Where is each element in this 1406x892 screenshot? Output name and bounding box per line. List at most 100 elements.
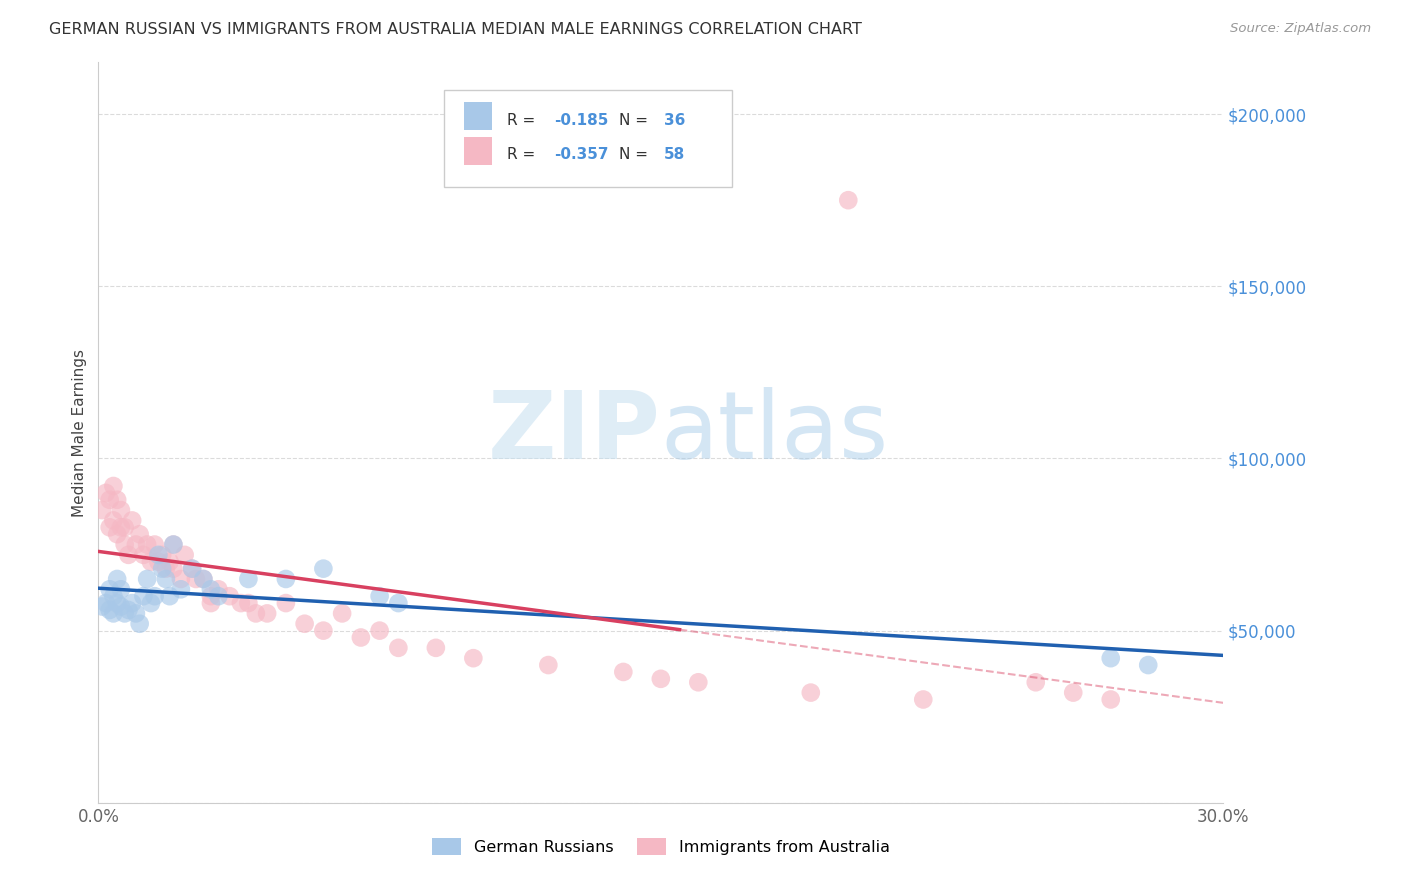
Text: GERMAN RUSSIAN VS IMMIGRANTS FROM AUSTRALIA MEDIAN MALE EARNINGS CORRELATION CHA: GERMAN RUSSIAN VS IMMIGRANTS FROM AUSTRA… [49,22,862,37]
Point [105,492,128,507]
Legend: German Russians, Immigrants from Australia: German Russians, Immigrants from Austral… [426,832,896,862]
Point [155,561,177,575]
Point [91,599,114,614]
Point [114,520,136,534]
FancyBboxPatch shape [444,90,731,186]
Point [121,513,143,527]
Point [1099,651,1122,665]
Point [98,520,121,534]
Text: -0.185: -0.185 [554,112,609,128]
Point [650,672,672,686]
Point [110,599,132,614]
Point [114,537,136,551]
Point [162,537,184,551]
Point [837,193,859,207]
Point [98,582,121,597]
Point [218,589,240,603]
Point [200,596,222,610]
Text: R =: R = [506,112,540,128]
Point [128,616,150,631]
Point [125,607,148,621]
Point [274,596,297,610]
Point [463,651,485,665]
Text: ZIP: ZIP [488,386,661,479]
Text: R =: R = [506,147,540,162]
Point [132,548,155,562]
Point [184,572,207,586]
Point [800,685,823,699]
Point [139,555,162,569]
Point [98,492,121,507]
Point [537,658,560,673]
Point [91,503,114,517]
Point [128,527,150,541]
Point [150,561,173,575]
Point [387,596,409,610]
Point [121,596,143,610]
Point [143,589,166,603]
Point [94,486,117,500]
Text: N =: N = [619,147,652,162]
Point [162,537,184,551]
Point [139,596,162,610]
Point [159,589,181,603]
Point [136,572,159,586]
Point [688,675,710,690]
Point [229,596,252,610]
Point [148,548,170,562]
Point [103,589,125,603]
Point [181,561,204,575]
FancyBboxPatch shape [464,102,492,130]
FancyBboxPatch shape [464,136,492,165]
Point [114,607,136,621]
Point [105,596,128,610]
Point [1062,685,1084,699]
Point [387,640,409,655]
Y-axis label: Median Male Earnings: Median Male Earnings [72,349,87,516]
Point [912,692,935,706]
Point [117,548,139,562]
Point [256,607,278,621]
Point [274,572,297,586]
Point [125,537,148,551]
Text: -0.357: -0.357 [554,147,609,162]
Point [350,631,373,645]
Text: N =: N = [619,112,652,128]
Point [105,527,128,541]
Point [110,520,132,534]
Point [110,582,132,597]
Point [294,616,316,631]
Point [368,624,391,638]
Point [238,572,260,586]
Point [238,596,260,610]
Point [193,572,215,586]
Point [136,537,159,551]
Point [207,589,229,603]
Point [173,548,195,562]
Point [94,596,117,610]
Point [103,479,125,493]
Point [312,561,335,575]
Point [150,548,173,562]
Text: Source: ZipAtlas.com: Source: ZipAtlas.com [1230,22,1371,36]
Point [162,561,184,575]
Point [1137,658,1160,673]
Point [170,582,193,597]
Point [148,555,170,569]
Point [105,572,128,586]
Text: 36: 36 [664,112,686,128]
Point [103,607,125,621]
Point [181,561,204,575]
Point [132,589,155,603]
Point [143,537,166,551]
Point [312,624,335,638]
Point [368,589,391,603]
Point [117,603,139,617]
Point [1025,675,1047,690]
Point [425,640,447,655]
Point [1099,692,1122,706]
Point [612,665,634,679]
Point [200,582,222,597]
Point [200,589,222,603]
Point [330,607,353,621]
